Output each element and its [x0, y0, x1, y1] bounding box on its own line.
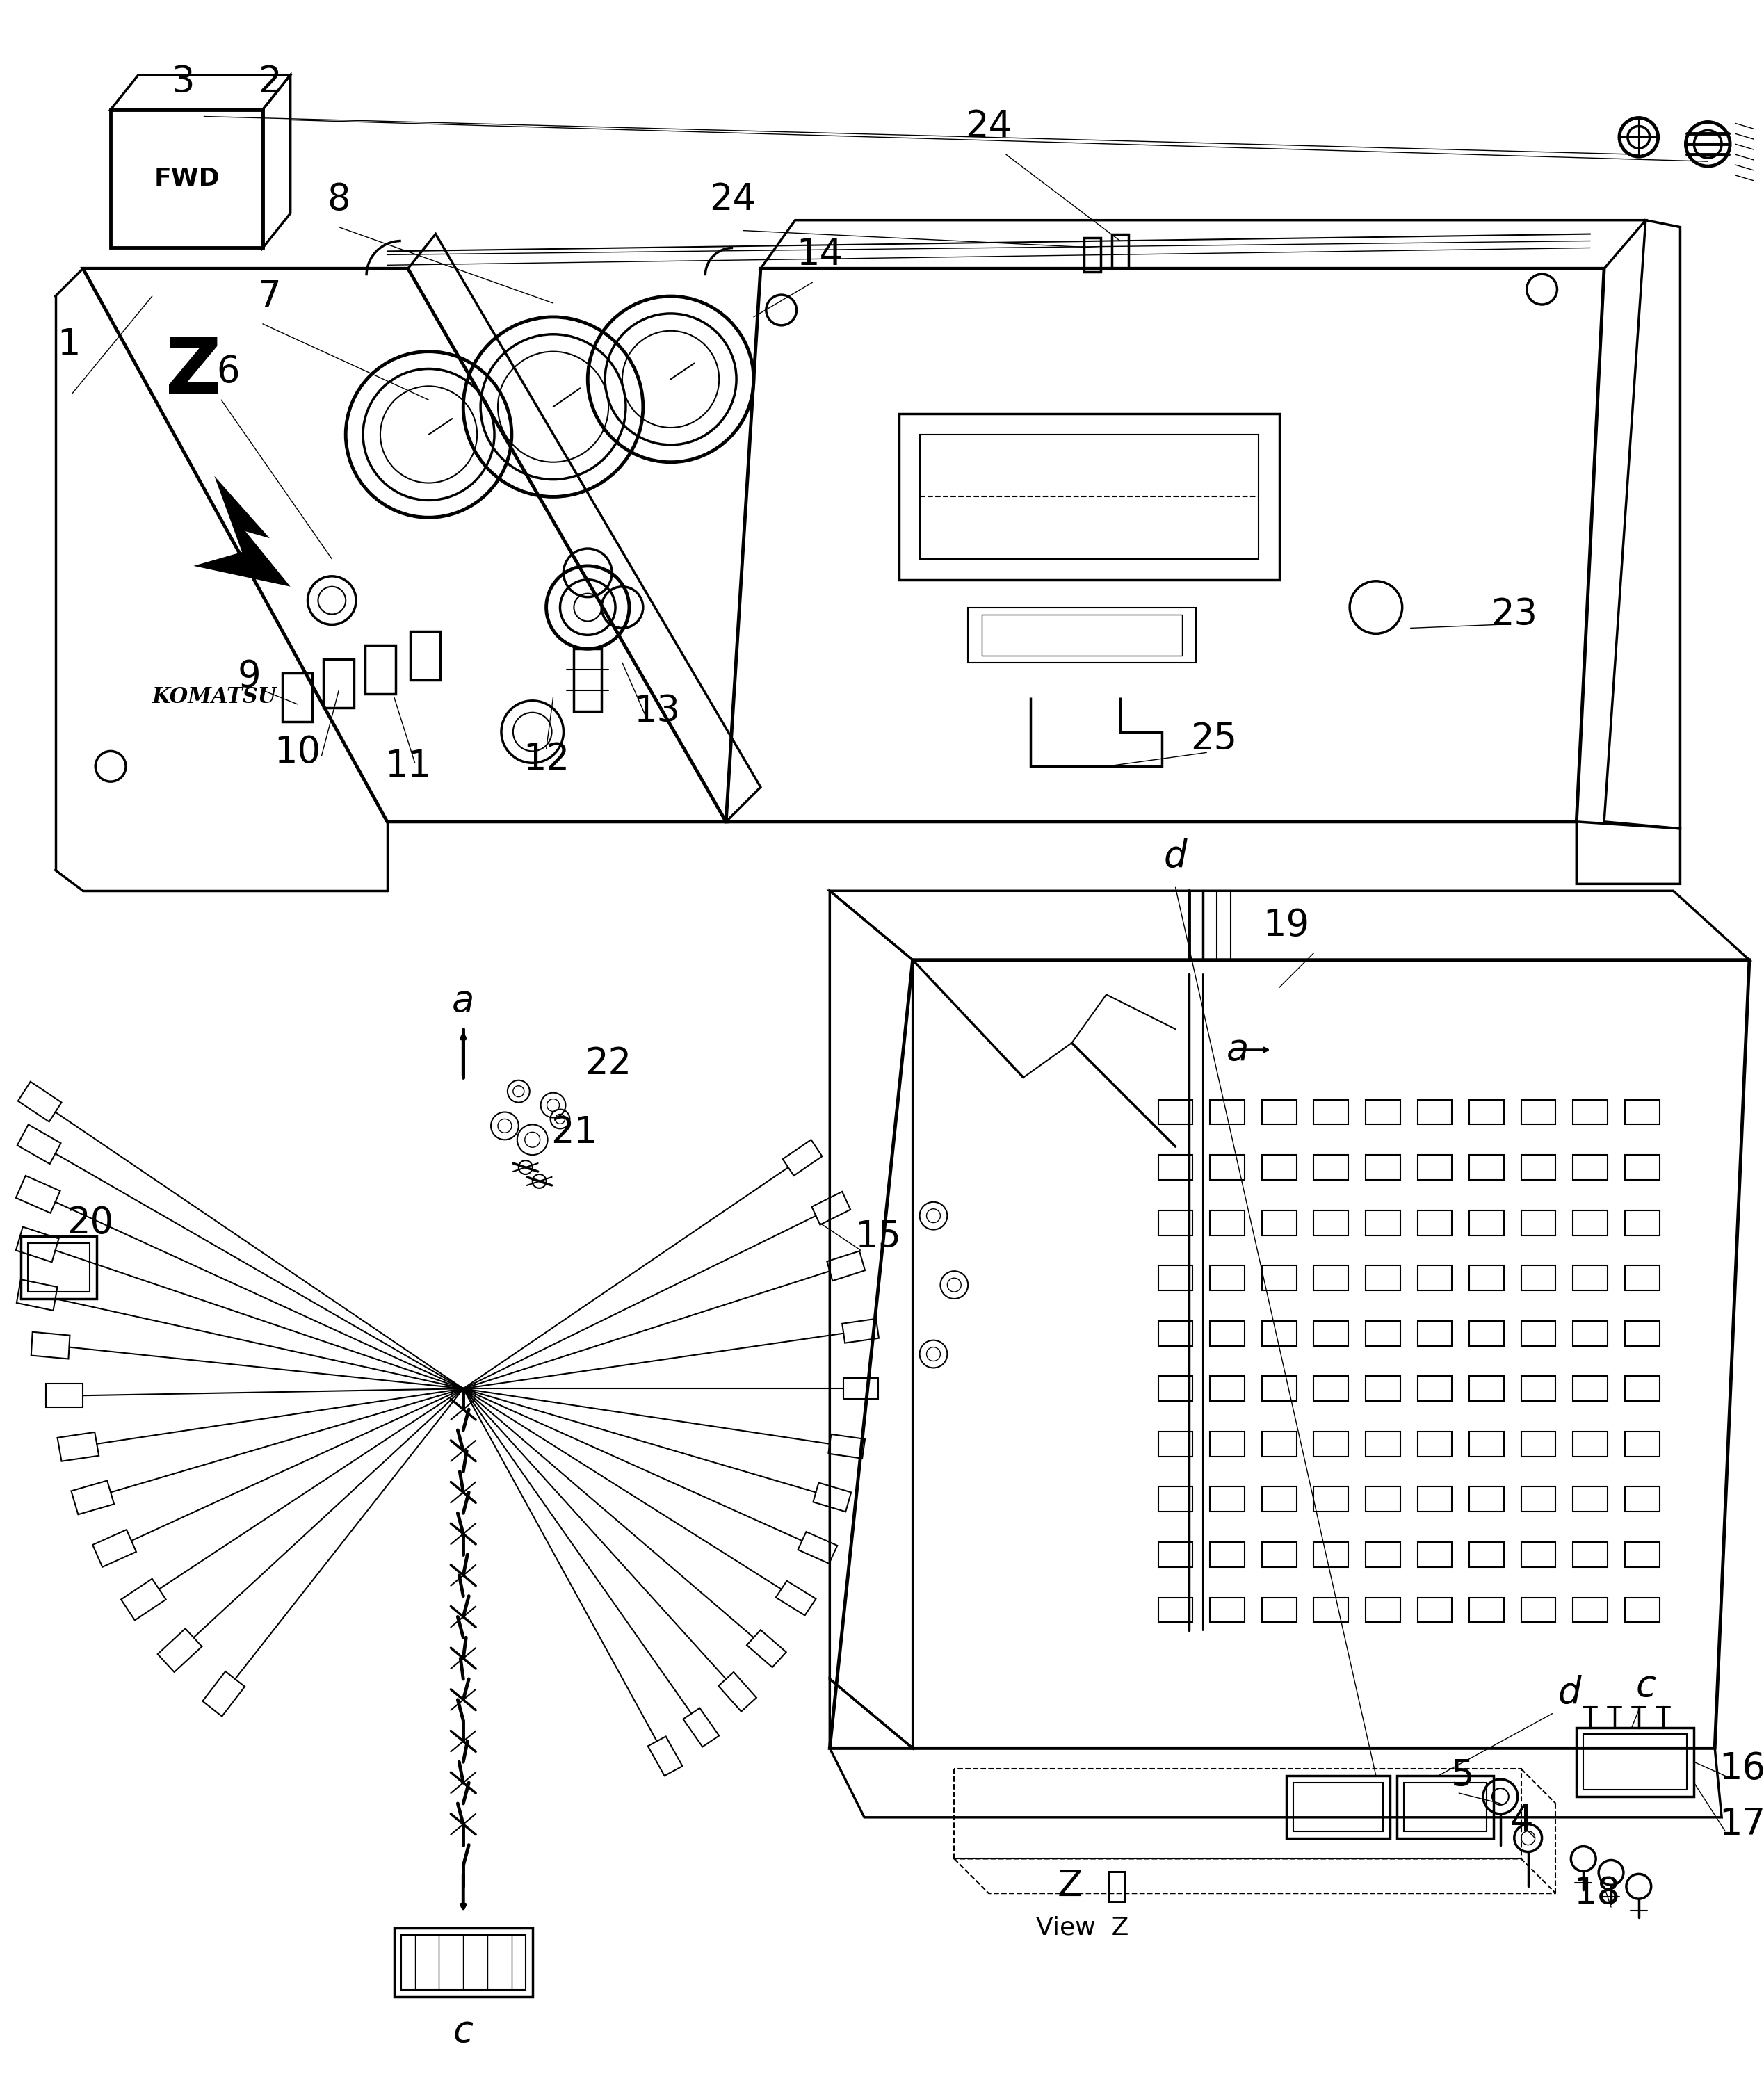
Text: 3: 3 — [171, 63, 194, 101]
Text: KOMATSU: KOMATSU — [152, 686, 277, 707]
Text: 12: 12 — [522, 741, 570, 777]
Text: View  Z: View Z — [1035, 1916, 1129, 1939]
Text: 16: 16 — [1720, 1751, 1764, 1786]
Text: 17: 17 — [1720, 1805, 1764, 1843]
Text: 13: 13 — [633, 693, 681, 728]
Text: 18: 18 — [1573, 1874, 1621, 1912]
Text: 2: 2 — [258, 63, 280, 101]
Text: c: c — [1635, 1669, 1656, 1704]
Text: 6: 6 — [217, 355, 240, 390]
Text: 22: 22 — [586, 1045, 632, 1081]
Text: d: d — [1558, 1675, 1581, 1711]
Text: 7: 7 — [258, 279, 280, 315]
Text: 15: 15 — [856, 1217, 901, 1255]
Text: a: a — [452, 982, 475, 1020]
Text: d: d — [1164, 838, 1187, 875]
Text: 24: 24 — [965, 109, 1013, 145]
Text: 9: 9 — [236, 659, 261, 695]
Text: 24: 24 — [709, 181, 757, 218]
Text: 11: 11 — [385, 749, 430, 785]
Text: 19: 19 — [1263, 907, 1309, 942]
Text: 23: 23 — [1491, 596, 1538, 632]
Text: 14: 14 — [796, 237, 843, 273]
Text: a: a — [1226, 1033, 1249, 1068]
Text: Z: Z — [166, 336, 222, 409]
Text: FWD: FWD — [153, 168, 219, 191]
Text: 20: 20 — [67, 1205, 113, 1241]
Text: c: c — [453, 2013, 473, 2051]
Text: 4: 4 — [1510, 1803, 1533, 1839]
Text: 10: 10 — [273, 735, 321, 770]
Text: Z  視: Z 視 — [1057, 1868, 1127, 1904]
Text: 21: 21 — [550, 1115, 598, 1150]
Text: 8: 8 — [326, 181, 351, 218]
Polygon shape — [194, 476, 291, 586]
Text: 25: 25 — [1191, 720, 1237, 758]
Text: 1: 1 — [58, 327, 81, 363]
Text: 5: 5 — [1450, 1757, 1475, 1795]
